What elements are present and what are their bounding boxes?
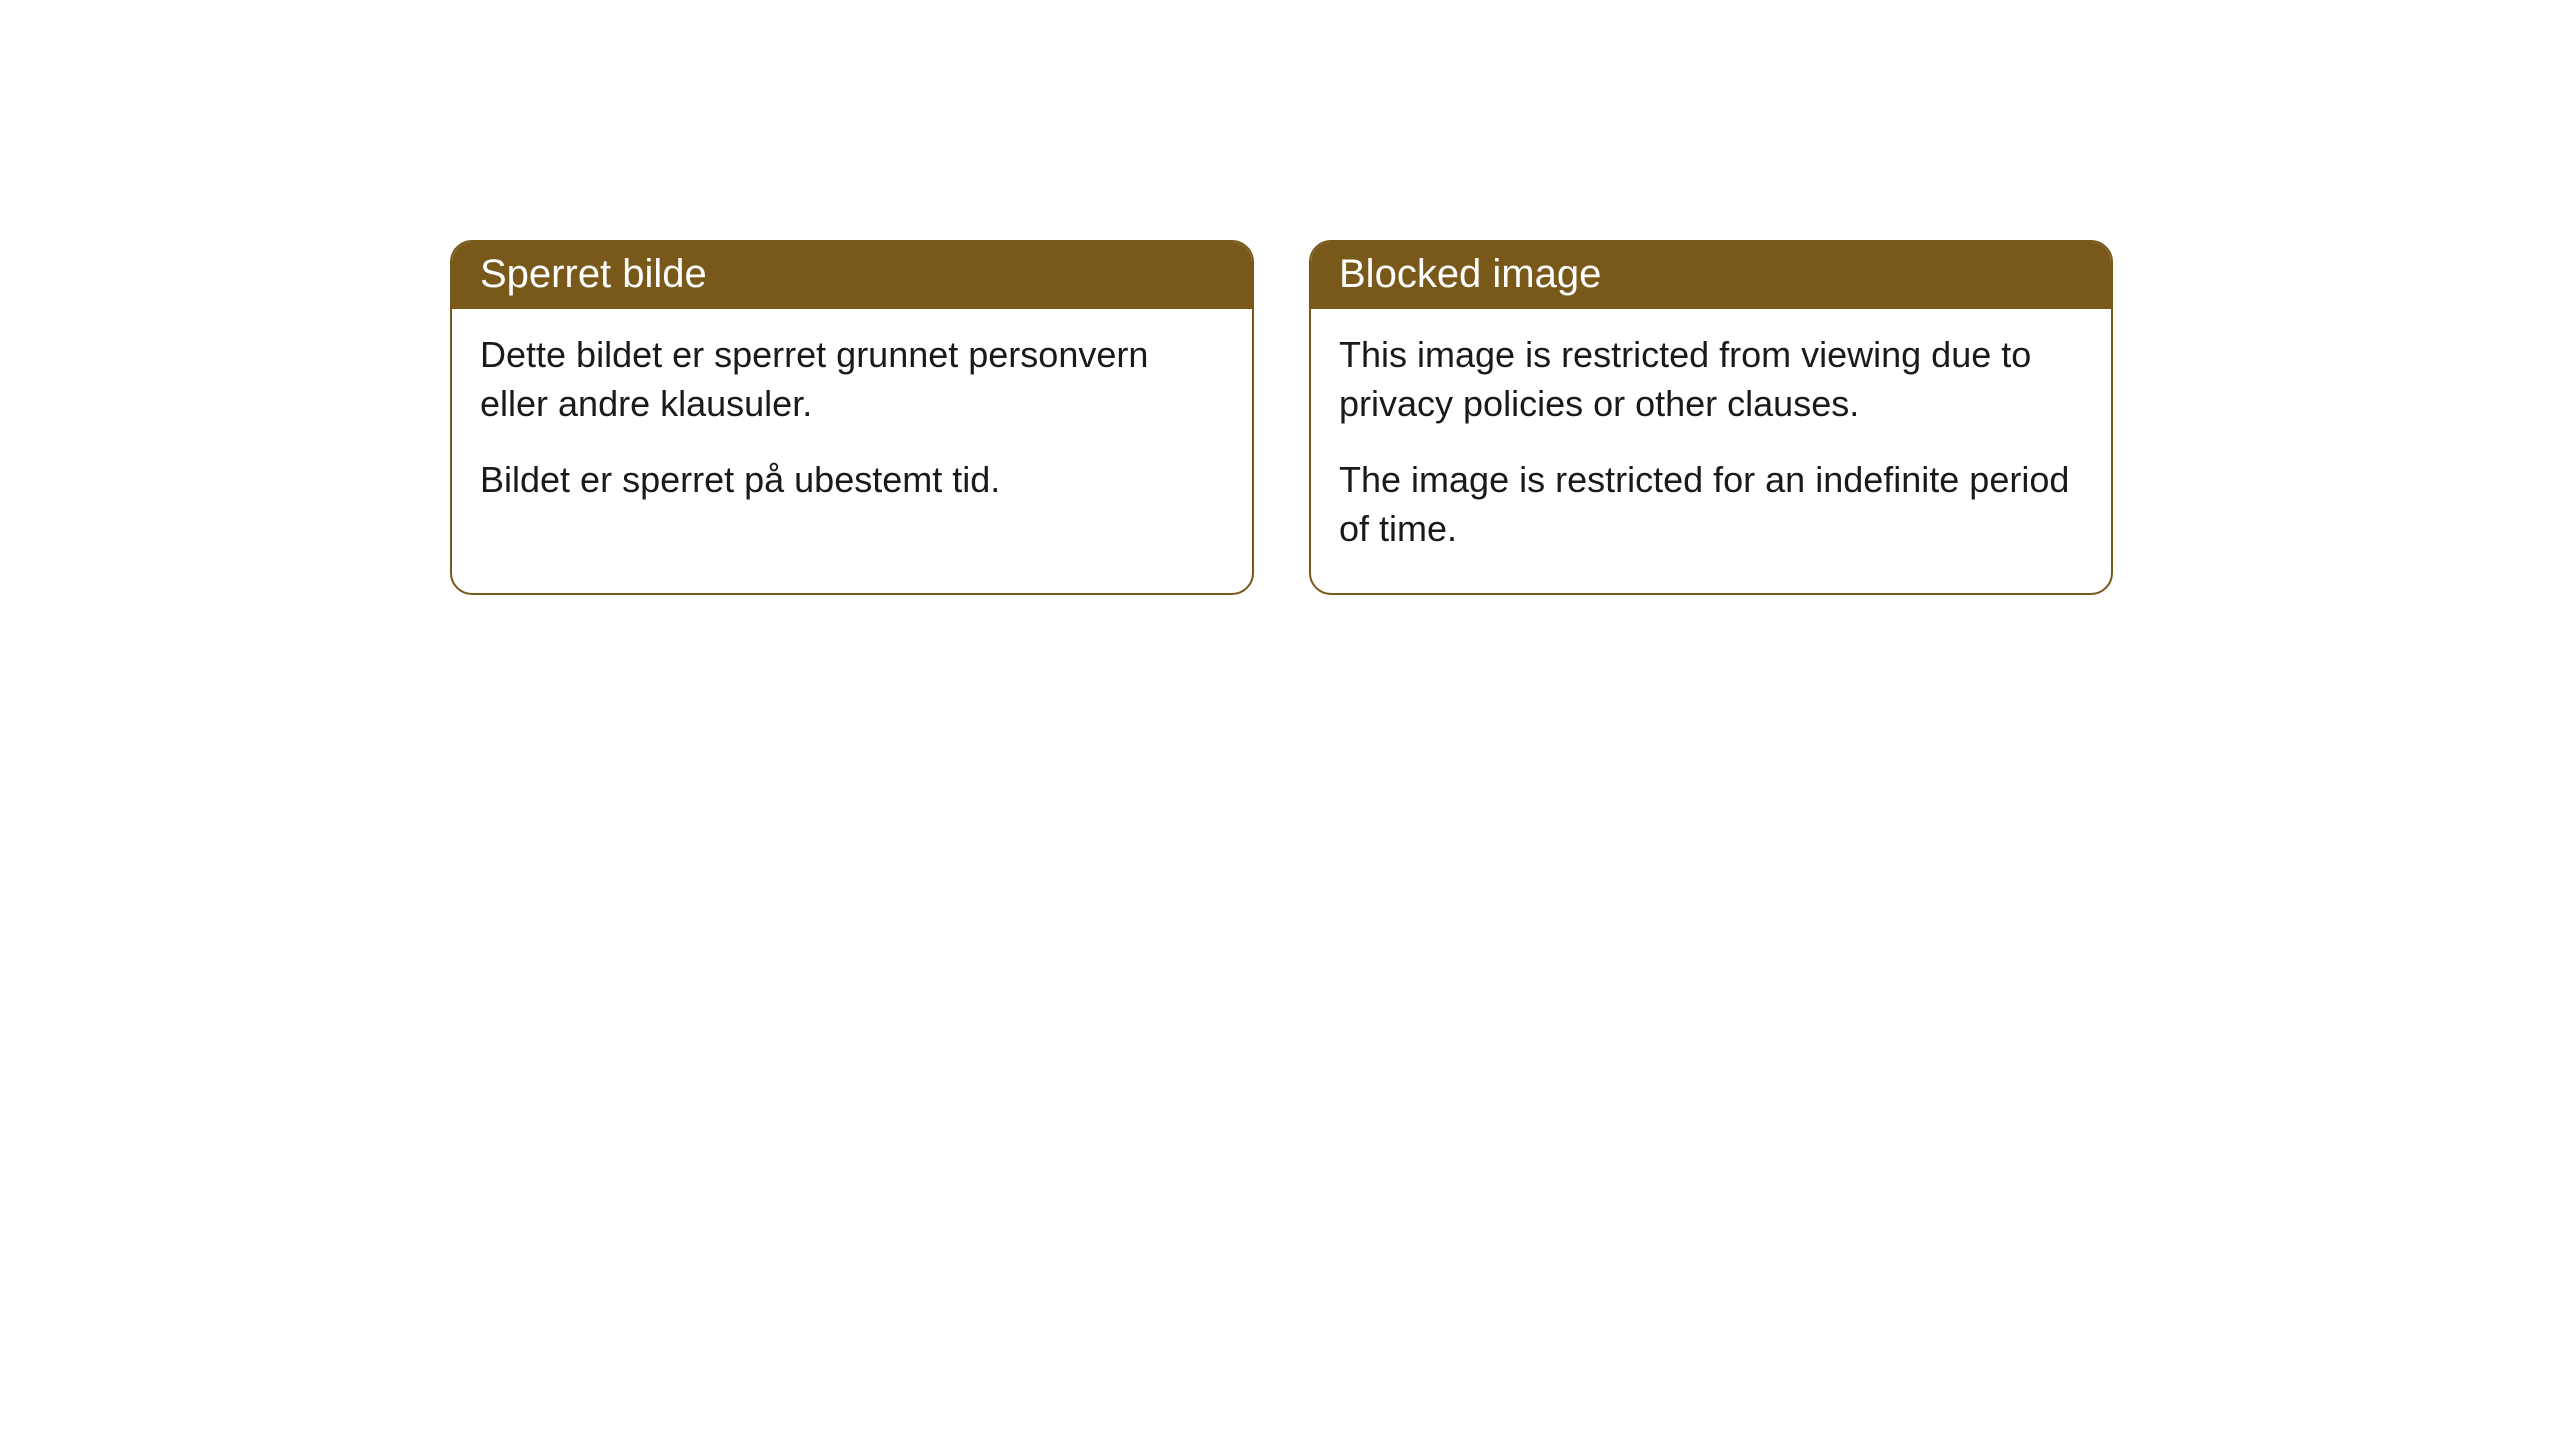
- card-paragraph-1-en: This image is restricted from viewing du…: [1339, 331, 2083, 428]
- cards-container: Sperret bilde Dette bildet er sperret gr…: [450, 240, 2113, 595]
- card-header-en: Blocked image: [1311, 242, 2111, 309]
- card-header-no: Sperret bilde: [452, 242, 1252, 309]
- card-body-no: Dette bildet er sperret grunnet personve…: [452, 309, 1252, 545]
- card-paragraph-1-no: Dette bildet er sperret grunnet personve…: [480, 331, 1224, 428]
- blocked-image-card-no: Sperret bilde Dette bildet er sperret gr…: [450, 240, 1254, 595]
- blocked-image-card-en: Blocked image This image is restricted f…: [1309, 240, 2113, 595]
- card-paragraph-2-no: Bildet er sperret på ubestemt tid.: [480, 456, 1224, 505]
- card-paragraph-2-en: The image is restricted for an indefinit…: [1339, 456, 2083, 553]
- card-body-en: This image is restricted from viewing du…: [1311, 309, 2111, 593]
